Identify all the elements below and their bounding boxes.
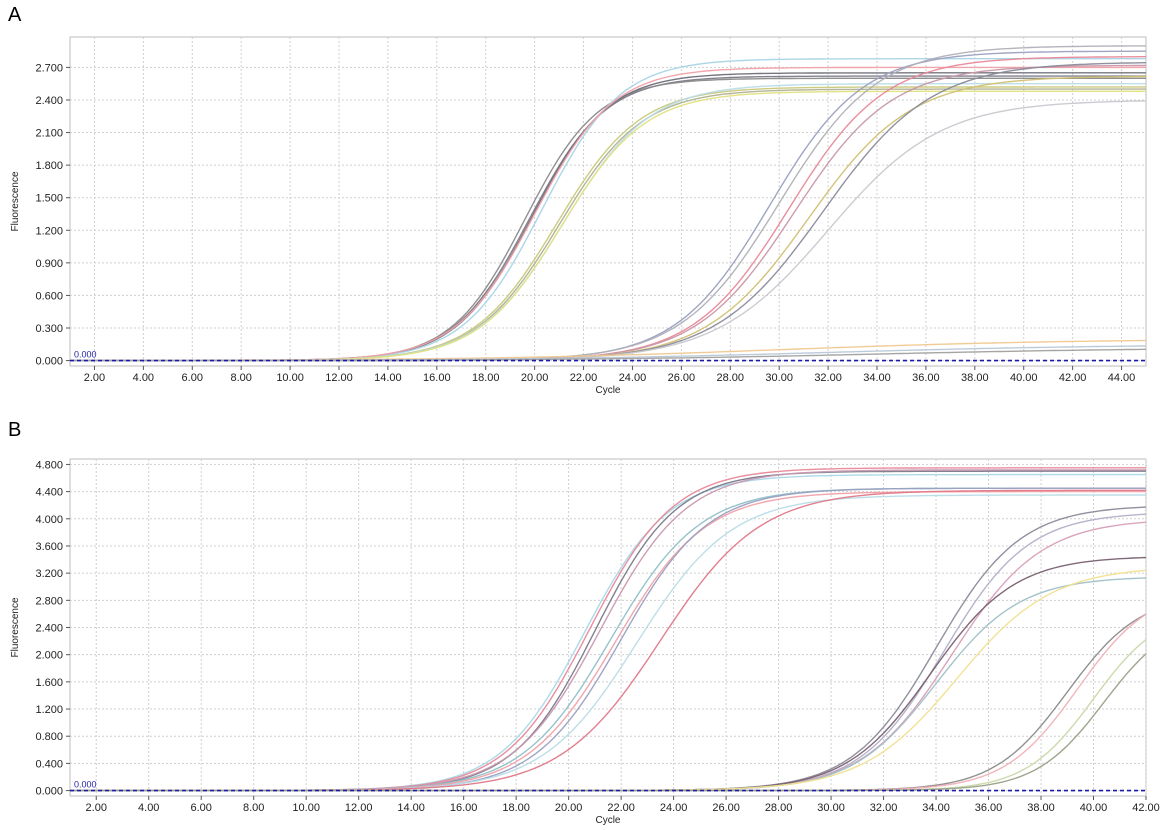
chart-panel-a: A 2.00 4.00 6.00 8.00 10.00 12.00 14.00 16.00 18… <box>8 4 1147 396</box>
panel-label-b: B <box>8 419 22 441</box>
y-tick-label: 1.600 <box>35 677 63 689</box>
x-tick-label: 44.00 <box>1108 372 1136 384</box>
y-tick-label: 0.400 <box>35 758 63 770</box>
x-tick-label: 22.00 <box>570 372 598 384</box>
y-tick-label: 3.200 <box>35 568 63 580</box>
x-tick-label: 28.00 <box>765 802 793 814</box>
y-axis-label: Fluorescence <box>10 171 21 231</box>
y-tick-label: 0.900 <box>35 258 63 270</box>
x-tick-label: 26.00 <box>712 802 740 814</box>
x-tick-label: 4.00 <box>133 372 154 384</box>
y-tick-label: 2.400 <box>35 623 63 635</box>
x-tick-label: 2.00 <box>86 802 107 814</box>
y-tick-label: 1.800 <box>35 160 63 172</box>
x-tick-label: 4.00 <box>138 802 159 814</box>
series-group <box>70 45 1147 362</box>
amplification-plot-b: 2.00 4.00 6.00 8.00 10.00 12.00 14.00 16.00 18.0… <box>10 458 1160 826</box>
x-tick-label: 42.00 <box>1059 372 1087 384</box>
x-tick-label: 6.00 <box>182 372 203 384</box>
y-tick-label: 2.400 <box>35 95 63 107</box>
x-axis-label: Cycle <box>595 385 620 396</box>
x-tick-label: 8.00 <box>230 372 251 384</box>
series-line-19 <box>70 653 1147 792</box>
x-tick-label: 20.00 <box>555 802 583 814</box>
x-tick-label: 32.00 <box>814 372 842 384</box>
x-tick-label: 20.00 <box>521 372 549 384</box>
x-tick-label: 16.00 <box>423 372 451 384</box>
threshold-label: 0.000 <box>74 350 97 360</box>
x-tick-label: 26.00 <box>668 372 696 384</box>
x-tick-label: 40.00 <box>1010 372 1038 384</box>
x-tick-label: 38.00 <box>1027 802 1055 814</box>
y-tick-label: 0.000 <box>35 786 63 798</box>
x-tick-label: 42.00 <box>1132 802 1160 814</box>
threshold-label: 0.000 <box>74 780 97 790</box>
x-tick-label: 30.00 <box>817 802 845 814</box>
chart-panel-b: B 2.00 4.00 6.00 8.00 10.00 12.00 14.00 16.00 18… <box>0 415 1163 830</box>
y-tick-label: 0.300 <box>35 323 63 335</box>
series-group <box>70 467 1147 792</box>
x-axis-label: Cycle <box>595 815 620 826</box>
x-tick-label: 30.00 <box>765 372 793 384</box>
y-tick-label: 0.600 <box>35 290 63 302</box>
series-line-19 <box>70 348 1147 362</box>
y-tick-label: 2.800 <box>35 595 63 607</box>
x-tick-label: 18.00 <box>502 802 530 814</box>
x-tick-label: 14.00 <box>397 802 425 814</box>
x-tick-label: 36.00 <box>975 802 1003 814</box>
x-tick-label: 10.00 <box>292 802 320 814</box>
x-tick-label: 10.00 <box>276 372 304 384</box>
y-tick-label: 1.200 <box>35 704 63 716</box>
x-tick-label: 2.00 <box>84 372 105 384</box>
x-tick-label: 8.00 <box>243 802 264 814</box>
y-tick-label: 2.100 <box>35 128 63 140</box>
x-tick-label: 40.00 <box>1080 802 1108 814</box>
x-tick-label: 32.00 <box>870 802 898 814</box>
y-tick-label: 2.000 <box>35 650 63 662</box>
y-tick-label: 0.000 <box>35 356 63 368</box>
x-tick-label: 24.00 <box>660 802 688 814</box>
amplification-plot-a: 2.00 4.00 6.00 8.00 10.00 12.00 14.00 16.00 18.0… <box>10 36 1147 396</box>
y-tick-label: 4.000 <box>35 514 63 526</box>
x-tick-label: 14.00 <box>374 372 402 384</box>
x-tick-label: 36.00 <box>912 372 940 384</box>
x-tick-label: 12.00 <box>325 372 353 384</box>
panel-label-a: A <box>8 4 22 26</box>
y-tick-label: 0.800 <box>35 731 63 743</box>
x-tick-label: 22.00 <box>607 802 635 814</box>
y-tick-label: 2.700 <box>35 62 63 74</box>
x-tick-label: 28.00 <box>717 372 745 384</box>
x-tick-label: 16.00 <box>450 802 478 814</box>
x-tick-label: 34.00 <box>863 372 891 384</box>
x-tick-label: 12.00 <box>345 802 373 814</box>
y-tick-label: 3.600 <box>35 541 63 553</box>
y-tick-label: 1.500 <box>35 193 63 205</box>
y-tick-label: 1.200 <box>35 225 63 237</box>
x-tick-label: 24.00 <box>619 372 647 384</box>
y-axis-label: Fluorescence <box>10 597 21 657</box>
y-tick-label: 4.400 <box>35 487 63 499</box>
x-tick-label: 18.00 <box>472 372 500 384</box>
y-tick-label: 4.800 <box>35 459 63 471</box>
x-tick-label: 34.00 <box>922 802 950 814</box>
x-tick-label: 38.00 <box>961 372 989 384</box>
x-tick-label: 6.00 <box>191 802 212 814</box>
